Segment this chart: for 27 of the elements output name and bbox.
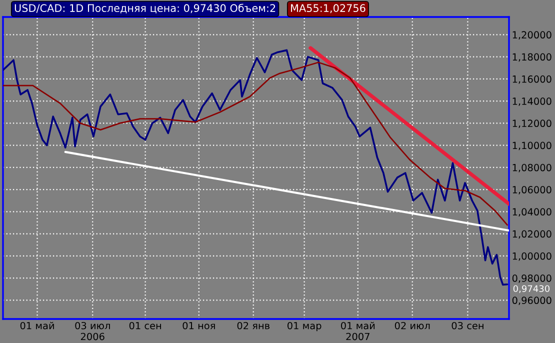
y-tick-label: 1,10000 bbox=[512, 142, 552, 150]
y-tick-label: 1,14000 bbox=[512, 98, 552, 106]
y-tick-label: 1,16000 bbox=[512, 75, 552, 84]
x-tick-label: 03 сен bbox=[452, 322, 484, 330]
x-tick-label: 03 июл 2006 bbox=[75, 322, 110, 340]
y-tick-label: 1,04000 bbox=[512, 208, 552, 217]
x-tick-label: 02 июл bbox=[394, 322, 430, 330]
x-tick-label: 01 ноя bbox=[182, 322, 215, 330]
y-tick-label: 1,12000 bbox=[512, 120, 552, 128]
y-tick-label: 1,00000 bbox=[512, 252, 552, 261]
y-tick-label: 1,18000 bbox=[512, 53, 552, 62]
y-tick-label: 1,20000 bbox=[512, 31, 552, 40]
text: MA55:1,02756 bbox=[291, 4, 366, 14]
annotation: 0,97430 bbox=[513, 285, 550, 293]
y-tick-label: 1,02000 bbox=[512, 230, 552, 239]
line-series bbox=[3, 62, 508, 226]
y-tick-label: 0,96000 bbox=[512, 296, 552, 306]
line-series bbox=[3, 49, 508, 286]
text: USD/CAD: 1D Последняя цена: 0,97430 Объем:2 bbox=[14, 4, 276, 14]
x-tick-label: 01 май 2007 bbox=[341, 322, 375, 340]
y-tick-label: 1,06000 bbox=[512, 186, 552, 194]
x-tick-label: 02 янв bbox=[237, 322, 270, 330]
x-tick-label: 01 сен bbox=[129, 322, 161, 330]
x-tick-label: 01 мар bbox=[287, 322, 322, 332]
y-tick-label: 1,08000 bbox=[512, 164, 552, 172]
y-tick-label: 0,98000 bbox=[512, 274, 552, 283]
x-tick-label: 01 май bbox=[20, 322, 54, 330]
